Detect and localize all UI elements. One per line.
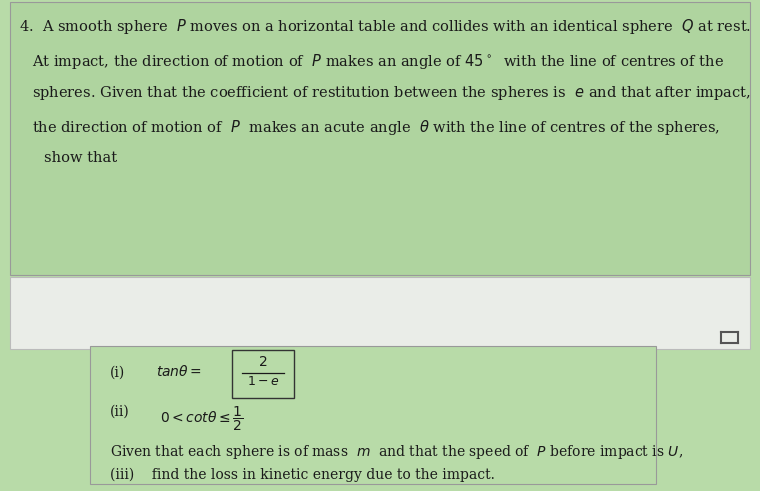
Text: At impact, the direction of motion of  $P$ makes an angle of $45^\circ$  with th: At impact, the direction of motion of $P… <box>32 52 724 71</box>
FancyBboxPatch shape <box>90 346 656 484</box>
Text: $1-e$: $1-e$ <box>247 375 279 387</box>
Text: 4.  A smooth sphere  $P$ moves on a horizontal table and collides with an identi: 4. A smooth sphere $P$ moves on a horizo… <box>19 17 751 36</box>
Text: spheres. Given that the coefficient of restitution between the spheres is  $e$ a: spheres. Given that the coefficient of r… <box>32 84 751 103</box>
Text: Given that each sphere is of mass  $m$  and that the speed of  $P$ before impact: Given that each sphere is of mass $m$ an… <box>110 443 683 461</box>
FancyBboxPatch shape <box>10 2 750 275</box>
Text: $2$: $2$ <box>258 355 268 369</box>
Text: show that: show that <box>44 151 117 165</box>
FancyBboxPatch shape <box>10 277 750 349</box>
Text: (iii)    find the loss in kinetic energy due to the impact.: (iii) find the loss in kinetic energy du… <box>110 467 495 482</box>
Text: $0 < cot\theta \leq \dfrac{1}{2}$: $0 < cot\theta \leq \dfrac{1}{2}$ <box>160 405 243 434</box>
Text: (ii): (ii) <box>110 405 130 419</box>
Text: (i): (i) <box>110 366 125 380</box>
Text: $tan\theta =$: $tan\theta =$ <box>156 364 202 380</box>
Text: the direction of motion of  $P$  makes an acute angle  $\theta$ with the line of: the direction of motion of $P$ makes an … <box>32 118 720 137</box>
